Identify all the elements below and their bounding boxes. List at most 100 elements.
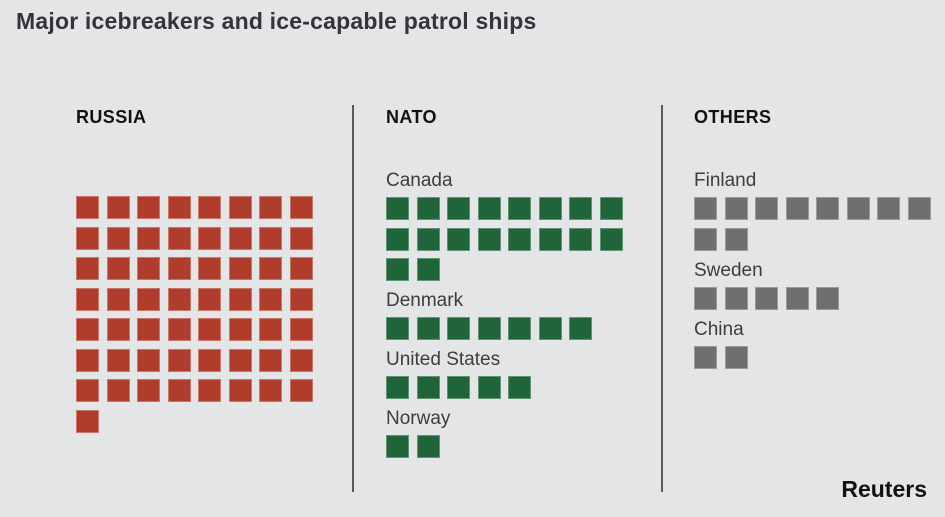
ship-square xyxy=(259,257,282,280)
ship-square xyxy=(477,317,501,340)
country-block: China xyxy=(694,319,934,369)
ship-square xyxy=(386,258,409,281)
waffle-grid xyxy=(694,345,934,369)
country-label: China xyxy=(694,318,744,340)
ship-square xyxy=(755,286,778,310)
ship-square xyxy=(816,286,839,310)
column-nato: NATO Canada Denmark United States Norway xyxy=(386,106,636,458)
ship-square xyxy=(416,435,440,458)
page-title: Major icebreakers and ice-capable patrol… xyxy=(16,8,537,34)
ship-square xyxy=(106,348,130,372)
ship-square xyxy=(785,286,809,310)
ship-square xyxy=(259,318,282,341)
column-russia: RUSSIA xyxy=(76,106,336,433)
ship-square xyxy=(477,376,501,399)
ship-square xyxy=(259,287,282,311)
ship-square xyxy=(228,196,252,219)
country-block: United States xyxy=(386,349,636,399)
ship-square xyxy=(386,376,409,399)
ship-square xyxy=(508,227,531,251)
ship-square xyxy=(76,287,99,311)
country-label: United States xyxy=(386,349,501,370)
ship-square xyxy=(386,197,409,220)
column-header-nato: NATO xyxy=(386,107,437,127)
country-label: Canada xyxy=(386,170,453,191)
ship-square xyxy=(289,287,313,311)
country-block: Sweden xyxy=(694,260,934,310)
ship-square xyxy=(416,227,440,251)
country-block: Denmark xyxy=(386,290,636,340)
ship-square xyxy=(724,227,748,251)
waffle-grid xyxy=(386,317,636,340)
ship-square xyxy=(137,379,160,402)
ship-square xyxy=(228,226,252,250)
ship-square xyxy=(289,226,313,250)
ship-square xyxy=(289,196,313,219)
ship-square xyxy=(599,197,623,220)
ship-square xyxy=(907,197,931,220)
waffle-group-others: Finland Sweden China xyxy=(694,170,934,369)
ship-square xyxy=(76,226,99,250)
waffle-grid xyxy=(386,435,636,458)
ship-square xyxy=(167,226,191,250)
ship-square xyxy=(106,287,130,311)
ship-square xyxy=(694,345,717,369)
column-header-russia: RUSSIA xyxy=(76,107,147,127)
ship-square xyxy=(508,197,531,220)
ship-square xyxy=(477,197,501,220)
country-block: Finland xyxy=(694,170,934,251)
ship-square xyxy=(76,379,99,402)
ship-square xyxy=(167,287,191,311)
ship-square xyxy=(137,348,160,372)
country-label: Norway xyxy=(386,408,451,429)
ship-square xyxy=(137,318,160,341)
ship-square xyxy=(198,348,221,372)
ship-square xyxy=(416,258,440,281)
ship-square xyxy=(259,226,282,250)
ship-square xyxy=(228,257,252,280)
ship-square xyxy=(386,317,409,340)
ship-square xyxy=(694,197,717,220)
ship-square xyxy=(106,318,130,341)
source-credit: Reuters xyxy=(841,476,927,502)
waffle-group-nato: Canada Denmark United States Norway xyxy=(386,170,636,458)
country-label: Finland xyxy=(694,170,757,191)
ship-square xyxy=(538,197,562,220)
country-block: Norway xyxy=(386,408,636,458)
ship-square xyxy=(137,226,160,250)
ship-square xyxy=(167,257,191,280)
ship-square xyxy=(76,409,99,433)
ship-square xyxy=(228,318,252,341)
ship-square xyxy=(416,317,440,340)
ship-square xyxy=(694,227,717,251)
ship-square xyxy=(228,348,252,372)
country-label: Sweden xyxy=(694,259,763,281)
ship-square xyxy=(167,348,191,372)
column-header-others: OTHERS xyxy=(694,107,772,127)
ship-square xyxy=(198,196,221,219)
ship-square xyxy=(386,227,409,251)
ship-square xyxy=(259,196,282,219)
column-divider xyxy=(661,105,663,492)
ship-square xyxy=(167,318,191,341)
ship-square xyxy=(447,197,470,220)
ship-square xyxy=(785,197,809,220)
ship-square xyxy=(416,376,440,399)
ship-square xyxy=(167,196,191,219)
ship-square xyxy=(106,196,130,219)
ship-square xyxy=(137,196,160,219)
ship-square xyxy=(538,227,562,251)
ship-square xyxy=(508,317,531,340)
ship-square xyxy=(569,227,592,251)
waffle-grid xyxy=(386,197,636,281)
ship-square xyxy=(198,287,221,311)
ship-square xyxy=(569,317,592,340)
ship-square xyxy=(755,197,778,220)
ship-square xyxy=(289,379,313,402)
ship-square xyxy=(447,376,470,399)
country-block: Canada xyxy=(386,170,636,281)
ship-square xyxy=(447,317,470,340)
ship-square xyxy=(477,227,501,251)
ship-square xyxy=(694,286,717,310)
waffle-grid xyxy=(694,197,934,251)
